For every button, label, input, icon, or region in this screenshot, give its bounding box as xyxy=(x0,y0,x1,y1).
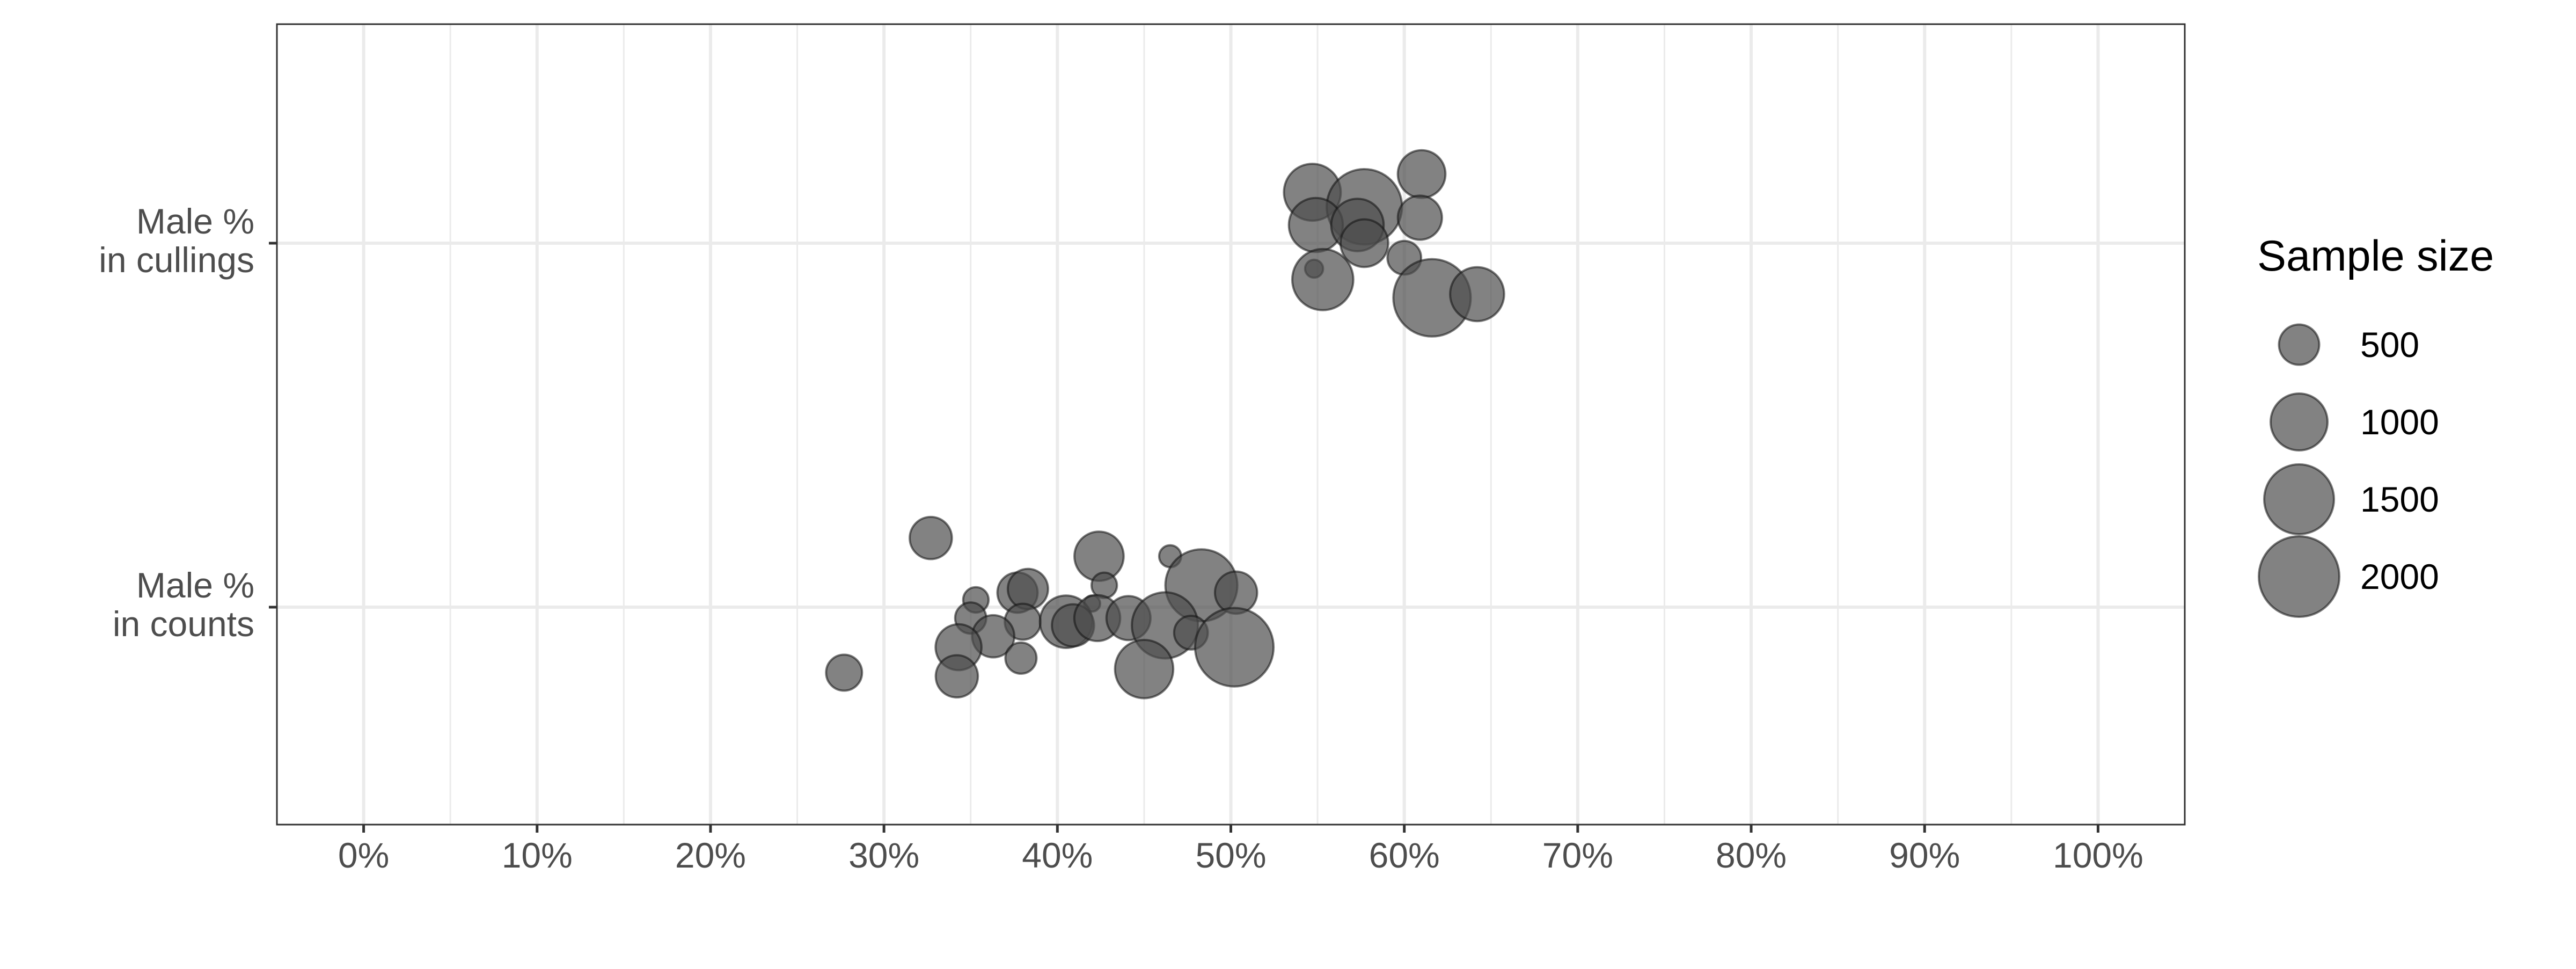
points-layer xyxy=(825,149,1505,700)
data-point xyxy=(909,515,953,560)
grid-layer xyxy=(277,24,2185,825)
data-point xyxy=(1291,247,1355,311)
x-tick-label: 60% xyxy=(1369,835,1440,875)
legend-key-circle xyxy=(2258,535,2340,618)
y-category-label-line: in counts xyxy=(113,604,254,644)
x-tick-label: 30% xyxy=(848,835,919,875)
legend-title: Sample size xyxy=(2257,232,2494,280)
x-tick-label: 50% xyxy=(1195,835,1266,875)
data-point xyxy=(1449,266,1505,323)
data-point xyxy=(1006,567,1049,610)
legend: Sample size 500 1000 1500 2000 xyxy=(2257,232,2494,618)
data-point xyxy=(934,654,979,699)
axis-layer: 0% 10% 20% 30% 40% 50% 60% 70% 80% 90% 100%Male % i… xyxy=(99,201,2143,875)
x-tick-label: 20% xyxy=(675,835,746,875)
legend-item-label: 1500 xyxy=(2360,479,2439,519)
data-point xyxy=(1114,639,1175,700)
x-tick-label: 90% xyxy=(1889,835,1960,875)
x-tick-label: 40% xyxy=(1022,835,1093,875)
x-tick-label: 100% xyxy=(2053,835,2143,875)
data-point xyxy=(1396,194,1443,241)
x-tick-label: 70% xyxy=(1542,835,1613,875)
legend-key-circle xyxy=(2278,323,2321,366)
data-point xyxy=(1194,607,1275,688)
data-point xyxy=(1004,641,1038,675)
legend-item-label: 2000 xyxy=(2360,557,2439,596)
y-category-label: Male % in cullings xyxy=(99,201,254,280)
data-point xyxy=(1339,218,1389,268)
x-tick-label: 10% xyxy=(502,835,573,875)
legend-item-label: 1000 xyxy=(2360,402,2439,442)
y-category-label: Male % in counts xyxy=(113,565,254,644)
data-point xyxy=(1396,149,1447,199)
x-tick-label: 80% xyxy=(1716,835,1787,875)
y-category-label-line: Male % xyxy=(136,201,254,241)
y-category-label-line: in cullings xyxy=(99,240,254,280)
x-tick-label: 0% xyxy=(338,835,389,875)
y-category-label-line: Male % xyxy=(136,565,254,605)
legend-key-circle xyxy=(2270,392,2329,451)
legend-item-label: 500 xyxy=(2360,325,2419,365)
data-point xyxy=(825,653,863,692)
legend-key-circle xyxy=(2263,463,2335,535)
